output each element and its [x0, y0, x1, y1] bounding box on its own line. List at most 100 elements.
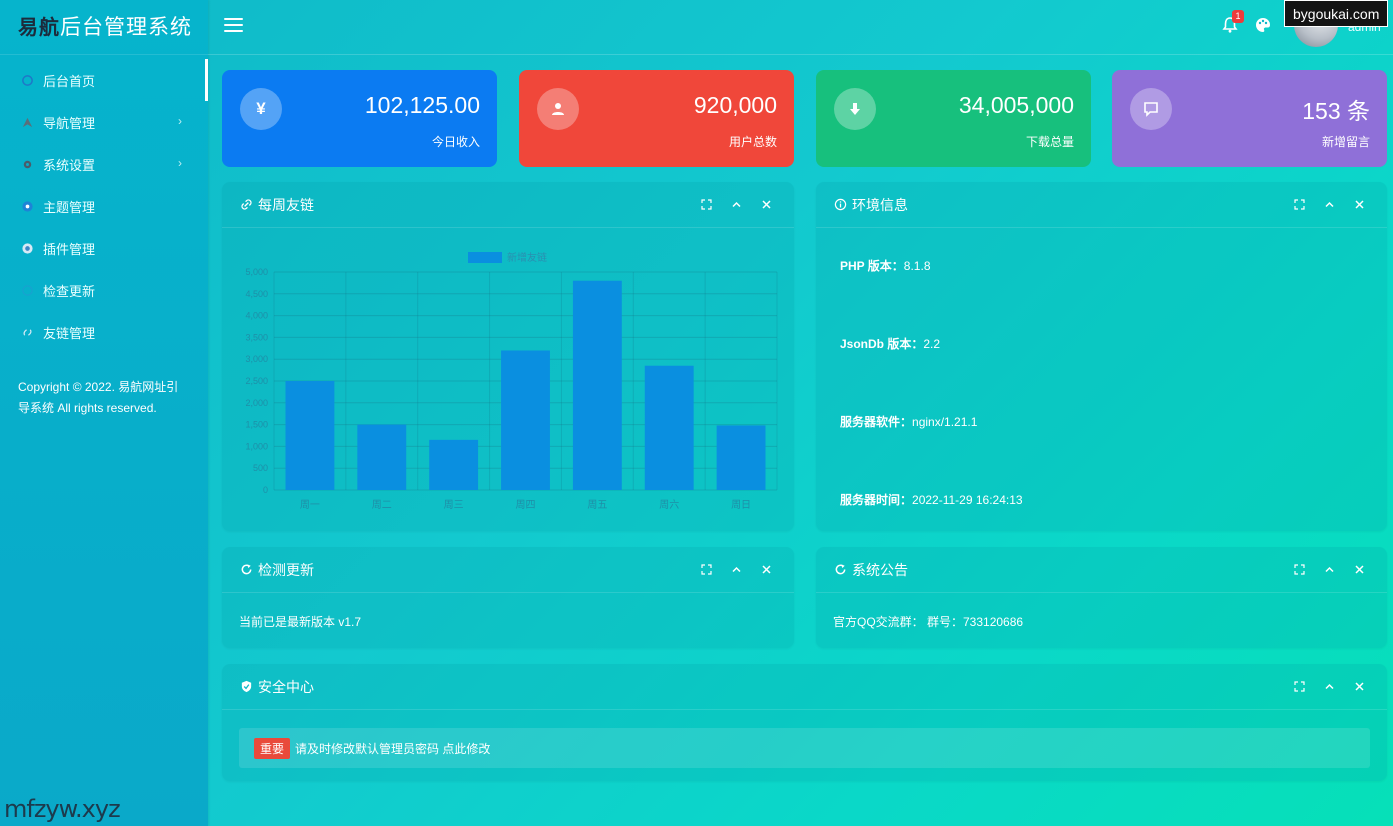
fullscreen-icon[interactable]	[1291, 561, 1307, 577]
stat-label: 今日收入	[431, 135, 480, 149]
close-icon[interactable]	[1351, 196, 1367, 212]
panel-header: 系统公告	[816, 547, 1387, 593]
app-logo[interactable]: 易航后台管理系统	[0, 0, 208, 55]
bar-周一	[285, 381, 335, 490]
y-tick-label: 4,500	[245, 289, 268, 299]
notice-text: 官方QQ交流群： 群号：733120686	[833, 615, 1024, 629]
panel-title: 安全中心	[258, 678, 314, 695]
topbar: 1 admin bygoukai.com	[208, 0, 1393, 55]
env-value: 2.2	[923, 337, 941, 351]
stat-card-income[interactable]: ¥ 102,125.00 今日收入	[222, 70, 497, 167]
stat-value: 34,005,000	[958, 92, 1074, 118]
x-tick-label: 周四	[516, 499, 536, 511]
bar-周六	[644, 365, 694, 490]
env-value: nginx/1.21.1	[912, 415, 978, 429]
bar-周日	[716, 425, 766, 490]
fullscreen-icon[interactable]	[1291, 196, 1307, 212]
collapse-icon[interactable]	[1321, 196, 1337, 212]
sidebar-item-plugins[interactable]: 插件管理	[0, 227, 208, 269]
menu-toggle-icon[interactable]	[224, 18, 243, 32]
notification-badge: 1	[1232, 10, 1244, 23]
close-icon[interactable]	[758, 196, 774, 212]
alert-text: 请及时修改默认管理员密码 点此修改	[295, 741, 491, 756]
fullscreen-icon[interactable]	[698, 196, 714, 212]
logo-mark: 易航	[18, 15, 60, 39]
panel-title: 每周友链	[258, 196, 314, 213]
update-status: 当前已是最新版本 v1.7	[239, 615, 362, 629]
x-tick-label: 周六	[659, 499, 679, 511]
panel-weekly-links: 每周友链 新增友链 0 500 1,000 1,500 2,000 2,500 3,000 3,…	[222, 182, 794, 531]
weekly-links-chart: 新增友链 0 500 1,000 1,500 2,000 2,500 3,000 3,500 4,…	[245, 251, 778, 511]
stat-card-messages[interactable]: 153 条 新增留言	[1112, 70, 1387, 167]
close-icon[interactable]	[1351, 678, 1367, 694]
collapse-icon[interactable]	[1321, 561, 1337, 577]
logo-title: 后台管理系统	[60, 16, 192, 39]
sidebar-item-theme[interactable]: 主题管理	[0, 185, 208, 227]
sidebar-item-label: 检查更新	[43, 283, 96, 299]
refresh-icon	[240, 563, 253, 576]
refresh-icon	[20, 283, 34, 297]
y-tick-label: 2,000	[245, 398, 268, 408]
y-tick-label: 1,500	[245, 420, 268, 430]
env-label: 服务器时间：	[840, 493, 913, 507]
env-row-jsondb: JsonDb 版本：2.2	[840, 335, 940, 352]
sidebar-item-home[interactable]: 后台首页	[0, 59, 208, 101]
theme-icon	[20, 199, 34, 213]
y-tick-label: 0	[263, 485, 268, 495]
sidebar-item-label: 系统设置	[43, 157, 96, 173]
palette-icon[interactable]	[1254, 16, 1272, 34]
password-alert[interactable]: 重要 请及时修改默认管理员密码 点此修改	[239, 728, 1370, 768]
stat-label: 新增留言	[1321, 135, 1370, 149]
watermark: mfzyw.xyz	[4, 795, 121, 823]
panel-security: 安全中心 重要 请及时修改默认管理员密码 点此修改	[222, 664, 1387, 781]
x-tick-label: 周一	[300, 499, 320, 511]
env-label: 服务器软件：	[840, 415, 913, 429]
y-tick-label: 4,000	[245, 311, 268, 321]
x-tick-label: 周日	[731, 499, 751, 511]
download-icon	[834, 88, 876, 130]
panel-header: 每周友链	[222, 182, 794, 228]
sidebar: 易航后台管理系统 后台首页 导航管理 › 系统设置 › 主题管理 插件管理 检查…	[0, 0, 208, 826]
close-icon[interactable]	[758, 561, 774, 577]
yen-icon: ¥	[240, 88, 282, 130]
user-icon	[537, 88, 579, 130]
env-row-server: 服务器软件：nginx/1.21.1	[840, 413, 977, 430]
sidebar-item-settings[interactable]: 系统设置 ›	[0, 143, 208, 185]
panel-title: 系统公告	[852, 561, 908, 578]
sidebar-item-nav[interactable]: 导航管理 ›	[0, 101, 208, 143]
panel-header: 安全中心	[222, 664, 1387, 710]
panel-system-notice: 系统公告 官方QQ交流群： 群号：733120686	[816, 547, 1387, 648]
info-icon	[834, 198, 847, 211]
comment-icon	[1130, 88, 1172, 130]
y-tick-label: 500	[253, 463, 268, 473]
close-icon[interactable]	[1351, 561, 1367, 577]
y-tick-label: 1,000	[245, 441, 268, 451]
stat-card-downloads[interactable]: 34,005,000 下载总量	[816, 70, 1091, 167]
panel-tools	[698, 561, 774, 577]
bar-周四	[501, 350, 550, 490]
stat-value: 102,125.00	[364, 92, 480, 118]
sidebar-menu: 后台首页 导航管理 › 系统设置 › 主题管理 插件管理 检查更新 友链管理	[0, 59, 208, 353]
chevron-right-icon: ›	[178, 114, 182, 128]
stat-card-users[interactable]: 920,000 用户总数	[519, 70, 794, 167]
env-value: 8.1.8	[903, 259, 931, 273]
sidebar-item-label: 主题管理	[43, 199, 96, 215]
sidebar-item-links[interactable]: 友链管理	[0, 311, 208, 353]
panel-header: 检测更新	[222, 547, 794, 593]
site-badge: bygoukai.com	[1284, 0, 1389, 27]
stat-value: 153 条	[1302, 98, 1370, 124]
x-tick-label: 周三	[444, 499, 464, 511]
copyright: Copyright © 2022. 易航网址引导系统 All rights re…	[18, 380, 179, 415]
panel-environment: 环境信息 PHP 版本：8.1.8 JsonDb 版本：2.2 服务器软件：ng…	[816, 182, 1387, 531]
collapse-icon[interactable]	[728, 561, 744, 577]
panel-tools	[1291, 196, 1367, 212]
env-value: 2022-11-29 16:24:13	[912, 493, 1023, 507]
sidebar-item-update[interactable]: 检查更新	[0, 269, 208, 311]
fullscreen-icon[interactable]	[698, 561, 714, 577]
chevron-right-icon: ›	[178, 156, 182, 170]
link-icon	[20, 325, 34, 339]
collapse-icon[interactable]	[728, 196, 744, 212]
sidebar-item-label: 导航管理	[43, 115, 96, 131]
fullscreen-icon[interactable]	[1291, 678, 1307, 694]
collapse-icon[interactable]	[1321, 678, 1337, 694]
